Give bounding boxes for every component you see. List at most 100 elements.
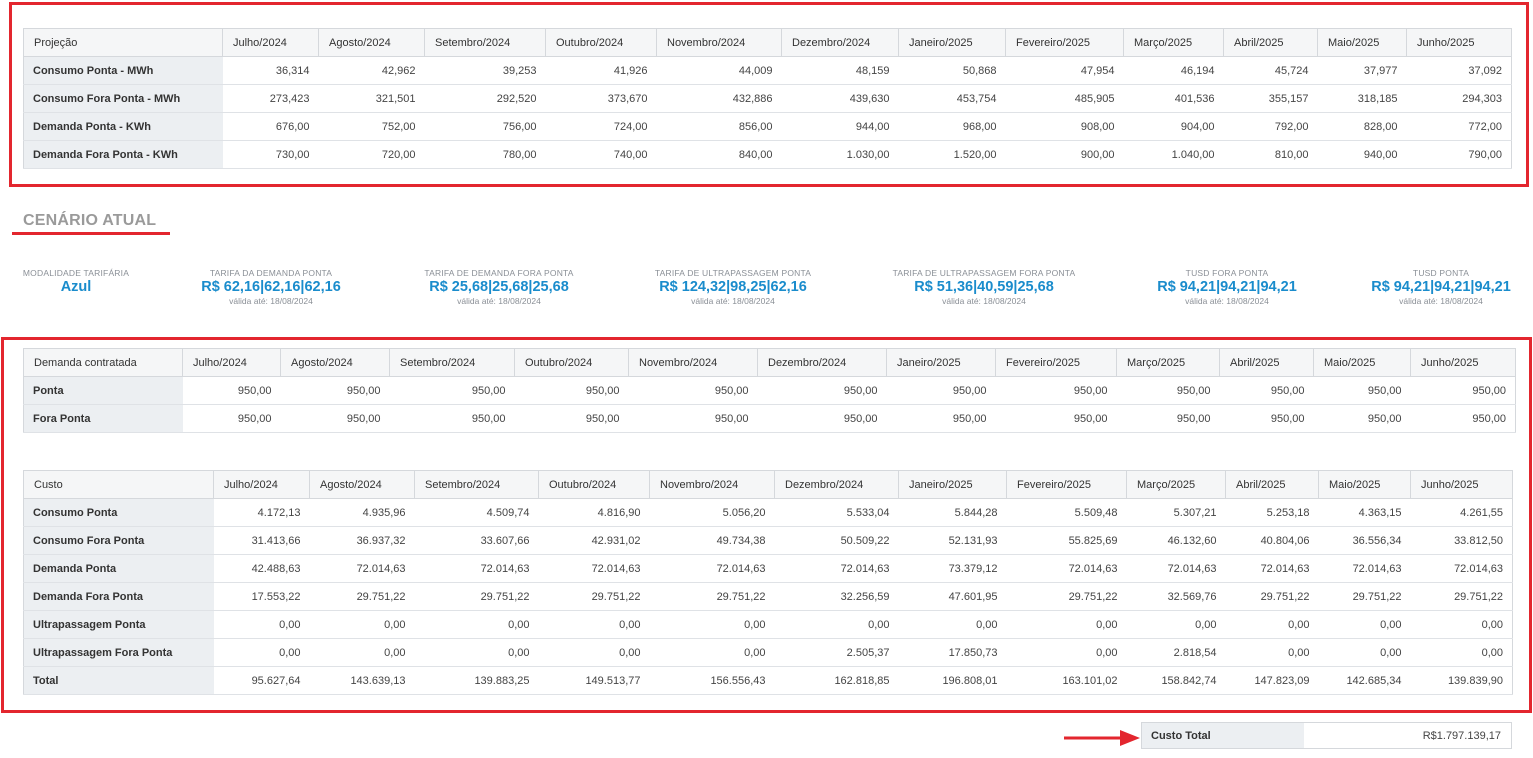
month-header: Junho/2025 bbox=[1410, 470, 1513, 499]
cell-value: 0,00 bbox=[309, 610, 415, 639]
month-header: Novembro/2024 bbox=[628, 348, 758, 377]
month-header: Abril/2025 bbox=[1223, 28, 1318, 57]
month-header: Março/2025 bbox=[1116, 348, 1220, 377]
cell-value: 792,00 bbox=[1223, 112, 1318, 141]
cell-value: 32.256,59 bbox=[774, 582, 899, 611]
cell-value: 752,00 bbox=[318, 112, 425, 141]
month-header: Agosto/2024 bbox=[309, 470, 415, 499]
cell-value: 29.751,22 bbox=[538, 582, 650, 611]
month-header: Agosto/2024 bbox=[280, 348, 390, 377]
cell-value: 72.014,63 bbox=[1225, 554, 1319, 583]
cell-value: 5.844,28 bbox=[898, 498, 1007, 527]
cell-value: 5.533,04 bbox=[774, 498, 899, 527]
tarifa-item: MODALIDADE TARIFÁRIA Azul bbox=[0, 268, 152, 296]
cell-value: 0,00 bbox=[213, 610, 310, 639]
cell-value: 5.509,48 bbox=[1006, 498, 1127, 527]
cell-value: 33.607,66 bbox=[414, 526, 539, 555]
month-header: Maio/2025 bbox=[1313, 348, 1411, 377]
cell-value: 730,00 bbox=[222, 140, 319, 169]
cell-value: 4.363,15 bbox=[1318, 498, 1411, 527]
red-arrow-icon bbox=[1064, 730, 1140, 746]
cell-value: 950,00 bbox=[514, 404, 629, 433]
row-label: Ultrapassagem Ponta bbox=[23, 610, 214, 639]
cell-value: 0,00 bbox=[649, 638, 775, 667]
tarifa-item: TARIFA DE ULTRAPASSAGEM FORA PONTA R$ 51,… bbox=[869, 268, 1099, 306]
cell-value: 439,630 bbox=[781, 84, 899, 113]
table-row: Ultrapassagem Ponta 0,00 0,00 0,00 0,00 0,00 0… bbox=[23, 610, 1513, 639]
tarifa-caption: TARIFA DE ULTRAPASSAGEM PONTA bbox=[654, 268, 812, 278]
cell-value: 950,00 bbox=[1313, 376, 1411, 405]
cell-value: 355,157 bbox=[1223, 84, 1318, 113]
cell-value: 147.823,09 bbox=[1225, 666, 1319, 695]
month-header: Abril/2025 bbox=[1225, 470, 1319, 499]
tarifa-item: TUSD PONTA R$ 94,21|94,21|94,21 válida até… bbox=[1355, 268, 1527, 306]
tarifa-caption: TARIFA DE DEMANDA FORA PONTA bbox=[424, 268, 574, 278]
cell-value: 950,00 bbox=[280, 376, 390, 405]
cell-value: 5.253,18 bbox=[1225, 498, 1319, 527]
row-label: Consumo Fora Ponta - MWh bbox=[23, 84, 223, 113]
cell-value: 944,00 bbox=[781, 112, 899, 141]
cell-value: 196.808,01 bbox=[898, 666, 1007, 695]
highlight-box-projecao bbox=[9, 2, 1529, 187]
custo-total-label: Custo Total bbox=[1142, 723, 1304, 748]
row-label: Ultrapassagem Fora Ponta bbox=[23, 638, 214, 667]
cell-value: 780,00 bbox=[424, 140, 546, 169]
row-label: Consumo Ponta bbox=[23, 498, 214, 527]
cell-value: 0,00 bbox=[414, 638, 539, 667]
header-row: Custo Julho/2024 Agosto/2024 Setembro/2024 O… bbox=[23, 470, 1513, 499]
month-header: Dezembro/2024 bbox=[781, 28, 899, 57]
cell-value: 4.935,96 bbox=[309, 498, 415, 527]
cell-value: 50,868 bbox=[898, 56, 1006, 85]
cell-value: 0,00 bbox=[649, 610, 775, 639]
month-header: Setembro/2024 bbox=[414, 470, 539, 499]
month-header: Janeiro/2025 bbox=[886, 348, 996, 377]
cell-value: 95.627,64 bbox=[213, 666, 310, 695]
cell-value: 2.818,54 bbox=[1126, 638, 1226, 667]
cell-value: 950,00 bbox=[1410, 404, 1516, 433]
cell-value: 0,00 bbox=[1006, 610, 1127, 639]
tarifa-validity: válida até: 18/08/2024 bbox=[1399, 296, 1483, 306]
cell-value: 37,092 bbox=[1406, 56, 1512, 85]
tarifa-caption: TUSD PONTA bbox=[1412, 268, 1470, 278]
cell-value: 72.014,63 bbox=[538, 554, 650, 583]
cell-value: 950,00 bbox=[1219, 404, 1314, 433]
month-header: Abril/2025 bbox=[1219, 348, 1314, 377]
cell-value: 950,00 bbox=[182, 376, 281, 405]
cell-value: 72.014,63 bbox=[1006, 554, 1127, 583]
cell-value: 740,00 bbox=[545, 140, 657, 169]
cell-value: 47.601,95 bbox=[898, 582, 1007, 611]
cell-value: 676,00 bbox=[222, 112, 319, 141]
cell-value: 950,00 bbox=[1116, 376, 1220, 405]
cell-value: 72.014,63 bbox=[414, 554, 539, 583]
cell-value: 0,00 bbox=[898, 610, 1007, 639]
cell-value: 1.030,00 bbox=[781, 140, 899, 169]
cell-value: 950,00 bbox=[1313, 404, 1411, 433]
table-row: Demanda Ponta 42.488,63 72.014,63 72.014,63… bbox=[23, 554, 1513, 583]
row-label: Consumo Fora Ponta bbox=[23, 526, 214, 555]
month-header: Julho/2024 bbox=[222, 28, 319, 57]
month-header: Janeiro/2025 bbox=[898, 28, 1006, 57]
cell-value: 0,00 bbox=[1318, 638, 1411, 667]
cell-value: 36,314 bbox=[222, 56, 319, 85]
cell-value: 36.556,34 bbox=[1318, 526, 1411, 555]
cell-value: 46,194 bbox=[1123, 56, 1224, 85]
header-row: Projeção Julho/2024 Agosto/2024 Setembro/20… bbox=[23, 28, 1512, 57]
cell-value: 810,00 bbox=[1223, 140, 1318, 169]
row-label: Demanda Ponta bbox=[23, 554, 214, 583]
cell-value: 41,926 bbox=[545, 56, 657, 85]
cell-value: 828,00 bbox=[1317, 112, 1407, 141]
tarifa-value: R$ 94,21|94,21|94,21 bbox=[1157, 279, 1297, 295]
cell-value: 432,886 bbox=[656, 84, 782, 113]
cell-value: 950,00 bbox=[757, 404, 887, 433]
cell-value: 1.520,00 bbox=[898, 140, 1006, 169]
cell-value: 950,00 bbox=[1410, 376, 1516, 405]
cell-value: 0,00 bbox=[309, 638, 415, 667]
month-header: Junho/2025 bbox=[1410, 348, 1516, 377]
table-row: Demanda Ponta - KWh 676,00 752,00 756,00 724… bbox=[23, 112, 1512, 141]
cell-value: 321,501 bbox=[318, 84, 425, 113]
cell-value: 139.883,25 bbox=[414, 666, 539, 695]
cell-value: 49.734,38 bbox=[649, 526, 775, 555]
table-row: Ponta 950,00 950,00 950,00 950,00 950,00 950,0… bbox=[23, 376, 1516, 405]
cell-value: 72.014,63 bbox=[1410, 554, 1513, 583]
cell-value: 36.937,32 bbox=[309, 526, 415, 555]
